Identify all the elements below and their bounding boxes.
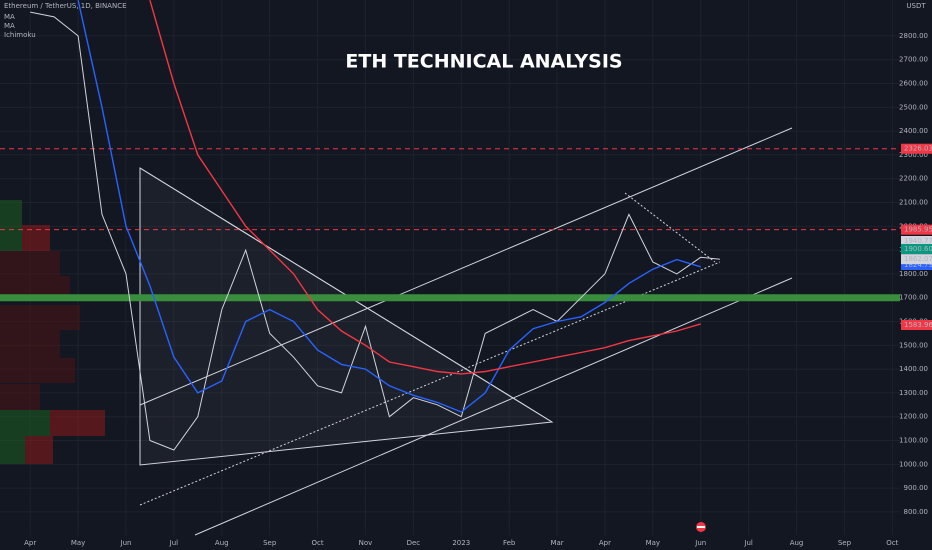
y-tick-label: 2400.00 [899,127,928,135]
chart-title: ETH TECHNICAL ANALYSIS [345,51,622,73]
x-tick-label: Sep [838,539,852,547]
price-tag-label: 1900.60 [904,245,932,253]
price-tag [901,254,932,265]
event-badge [696,522,706,532]
x-tick-label: May [71,539,85,547]
x-tick-label: Aug [790,539,804,547]
y-tick-label: 800.00 [904,508,929,516]
indicator-label: MA [4,13,15,21]
y-tick-label: 2300.00 [899,151,928,159]
x-tick-label: 2023 [452,539,470,547]
y-tick-label: 1500.00 [899,341,928,349]
drawings [139,127,793,536]
y-tick-label: 2500.00 [899,103,928,111]
price-tag-label: 1940.77 [904,237,932,245]
price-tag [901,224,932,235]
x-tick-label: Jun [694,539,706,547]
price-tag-label: 2326.03 [904,145,932,153]
series-line [77,0,701,413]
levels [0,148,900,302]
x-tick-label: May [646,539,660,547]
y-tick-label: 1700.00 [899,294,928,302]
y-tick-label: 1300.00 [899,389,928,397]
y-tick-label: 2800.00 [899,32,928,40]
x-tick-label: Jul [169,539,179,547]
series-line [149,0,701,375]
y-tick-label: 2100.00 [899,199,928,207]
x-tick-label: Aug [215,539,229,547]
x-tick-label: Dec [407,539,421,547]
y-tick-label: 1200.00 [899,413,928,421]
currency-label: USDT [906,2,926,10]
y-tick-label: 2700.00 [899,56,928,64]
x-tick-label: Apr [599,539,611,547]
x-tick-label: Sep [263,539,277,547]
y-tick-label: 1100.00 [899,437,928,445]
price-tag [901,260,932,270]
indicator-label: Ichimoku [4,31,36,39]
price-tag [901,236,932,246]
x-tick-label: Oct [312,539,324,547]
symbol-label: Ethereum / TetherUS, 1D, BINANCE [4,2,127,10]
y-tick-label: 1800.00 [899,270,928,278]
y-tick-label: 900.00 [904,484,929,492]
indicator-label: MA [4,22,15,30]
x-tick-label: Jul [743,539,753,547]
price-axis: 800.00 900.00 1000.00 1100.00 1200.00 1300.00… [24,32,932,547]
y-tick-label: 2600.00 [899,80,928,88]
x-tick-label: Apr [24,539,36,547]
x-tick-label: Mar [550,539,563,547]
y-tick-label: 1000.00 [899,460,928,468]
price-tag [901,143,932,154]
x-tick-label: Oct [886,539,898,547]
price-tag-label: 1583.96 [904,321,932,329]
price-tag [901,244,932,254]
price-tag-label: 1824.79 [904,261,932,269]
series-line [30,11,720,451]
price-tag [901,320,932,330]
x-tick-label: Feb [503,539,516,547]
price-tag-label: 1862.07 [904,255,932,263]
plot [30,0,720,451]
price-tag-label: 1985.95 [904,226,932,234]
y-tick-label: 2200.00 [899,175,928,183]
x-tick-label: Jun [120,539,132,547]
y-tick-label: 1400.00 [899,365,928,373]
x-tick-label: Nov [359,539,373,547]
